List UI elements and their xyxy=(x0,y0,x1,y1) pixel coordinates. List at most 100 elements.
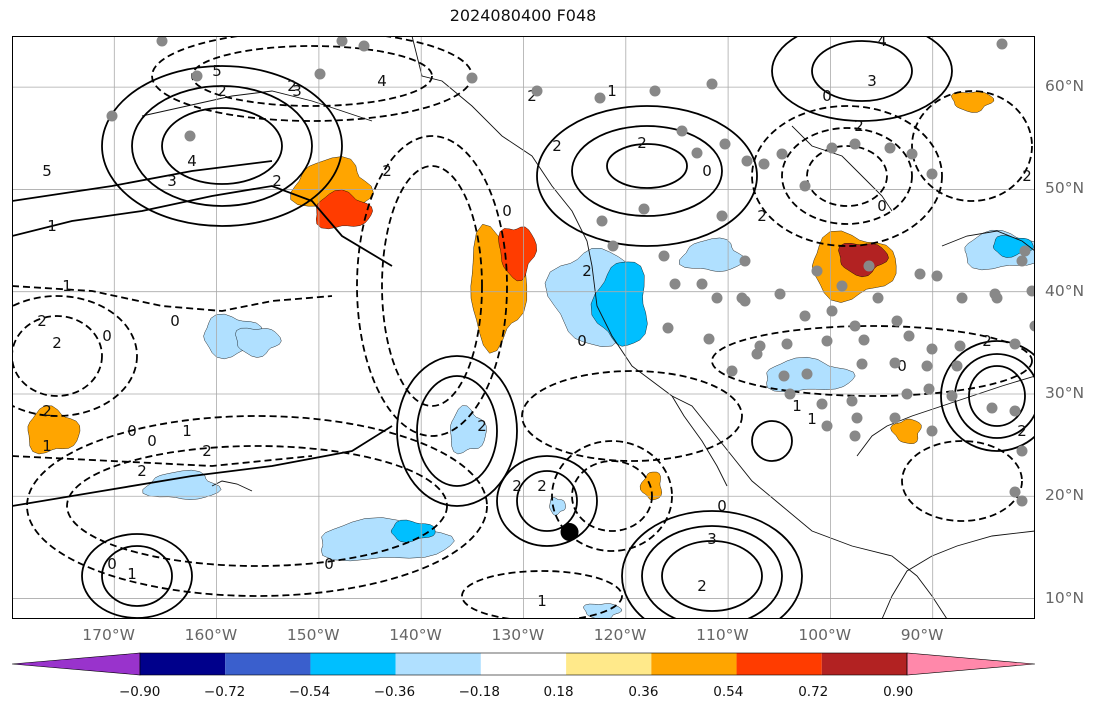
positive-contour xyxy=(661,540,763,612)
negative-contour xyxy=(551,440,673,552)
anomaly-region xyxy=(27,405,81,455)
station-dot xyxy=(799,180,811,192)
station-dot xyxy=(774,288,786,300)
latitude-tick-label: 20°N xyxy=(1045,486,1085,505)
storm-position-marker xyxy=(560,523,579,542)
station-dot xyxy=(1026,285,1035,297)
station-dot xyxy=(716,210,728,222)
station-dot xyxy=(801,368,813,380)
station-dot xyxy=(1029,320,1035,332)
station-dot xyxy=(951,360,963,372)
station-dot xyxy=(799,310,811,322)
contour-label: 2 xyxy=(982,332,992,350)
station-dot xyxy=(658,250,670,262)
positive-contour xyxy=(101,545,173,607)
graticule xyxy=(12,36,1035,619)
station-dot xyxy=(596,215,608,227)
station-dot xyxy=(996,38,1008,50)
positive-contour xyxy=(751,420,793,462)
station-dot xyxy=(826,142,838,154)
station-dot xyxy=(826,305,838,317)
negative-contour xyxy=(381,165,483,407)
plot-title: 2024080400 F048 xyxy=(449,6,597,25)
anomaly-region xyxy=(950,91,995,113)
coastline xyxy=(941,230,1035,252)
contour-label: 5 xyxy=(42,162,52,180)
longitude-tick-label: 100°W xyxy=(798,626,852,644)
positive-contour xyxy=(161,107,283,185)
contour-label: 4 xyxy=(877,36,887,50)
contour-label: 1 xyxy=(792,397,802,415)
contour-label: 0 xyxy=(170,312,180,330)
contour-label: 0 xyxy=(822,87,832,105)
station-dot xyxy=(778,370,790,382)
colorbar-segment xyxy=(140,653,226,675)
contour-label: 2 xyxy=(42,402,52,420)
station-dot xyxy=(691,147,703,159)
station-dot xyxy=(901,388,913,400)
station-dot xyxy=(676,125,688,137)
latitude-tick-label: 40°N xyxy=(1045,281,1085,300)
station-dot xyxy=(851,412,863,424)
longitude-tick-label: 140°W xyxy=(389,626,442,644)
negative-contour xyxy=(911,90,1033,202)
contour-label: 2 xyxy=(537,477,547,495)
contour-label: 2 xyxy=(287,77,297,95)
station-dot xyxy=(669,278,681,290)
anomaly-region xyxy=(315,189,373,230)
longitude-tick-label: 120°W xyxy=(593,626,647,644)
station-dot xyxy=(914,268,926,280)
contour-label: 0 xyxy=(577,332,587,350)
anomaly-region xyxy=(450,405,487,455)
station-dot xyxy=(106,110,118,122)
contour-label: 1 xyxy=(182,422,192,440)
station-dot xyxy=(696,278,708,290)
longitude-tick-label: 150°W xyxy=(286,626,340,644)
station-dot xyxy=(889,357,901,369)
positive-contour xyxy=(416,375,498,487)
contour-label: 2 xyxy=(527,87,537,105)
negative-contour xyxy=(751,105,943,247)
negative-contour xyxy=(26,415,488,597)
colorbar-segment xyxy=(395,653,481,675)
station-dot xyxy=(703,333,715,345)
colorbar xyxy=(11,652,1036,676)
colorbar-tick-label: 0.36 xyxy=(628,684,659,700)
station-dot xyxy=(466,72,478,84)
anomaly-region xyxy=(235,327,282,358)
coastline xyxy=(671,395,728,487)
contour-label: 0 xyxy=(877,197,887,215)
contour-label: 2 xyxy=(1022,167,1032,185)
latitude-tick-label: 10°N xyxy=(1045,588,1085,607)
colorbar-tick-label: −0.18 xyxy=(458,684,500,700)
station-dot xyxy=(754,340,766,352)
station-dot xyxy=(931,270,943,282)
positive-contour xyxy=(12,185,393,267)
station-dot xyxy=(358,40,370,52)
contour-label: 2 xyxy=(477,417,487,435)
station-dot xyxy=(986,402,998,414)
station-dot xyxy=(821,335,833,347)
contour-label: 2 xyxy=(52,334,62,352)
station-dot xyxy=(739,295,751,307)
colorbar-tick-label: 0.72 xyxy=(798,684,829,700)
anomaly-region xyxy=(590,261,648,347)
station-dot xyxy=(776,148,788,160)
positive-contour xyxy=(811,40,913,102)
anomaly-region xyxy=(838,243,889,278)
negative-contour xyxy=(191,45,433,107)
positive-contour xyxy=(101,65,343,227)
contour-label: 5 xyxy=(212,62,222,80)
positive-contour xyxy=(771,36,953,122)
negative-contour xyxy=(461,570,623,619)
station-dot xyxy=(889,412,901,424)
negative-contour xyxy=(711,325,1033,397)
contour-label: 2 xyxy=(272,172,282,190)
colorbar-max-extension xyxy=(906,652,1036,676)
positive-contour xyxy=(621,510,803,619)
contour-label: 1 xyxy=(42,437,52,455)
station-dot xyxy=(921,360,933,372)
